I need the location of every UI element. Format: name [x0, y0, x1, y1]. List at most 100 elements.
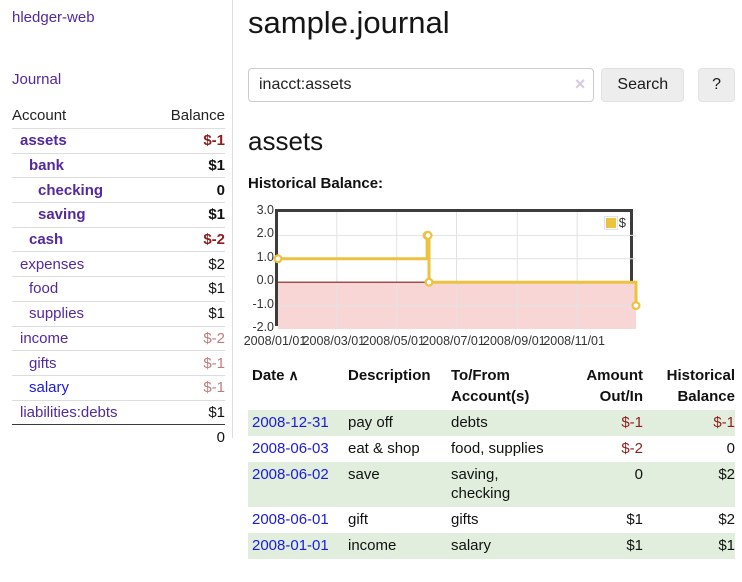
y-tick-label: 1.0 — [256, 249, 274, 264]
register-row: 2008-06-03 eat & shop food, supplies $-2 0 — [248, 436, 735, 462]
x-tick-label: 2008/03/01 — [302, 334, 366, 348]
account-link[interactable]: food — [29, 280, 59, 298]
amount-cell: $1 — [626, 537, 643, 554]
amount-cell: 0 — [634, 466, 643, 483]
register-table: Date ∧ Description To/From Account(s) Amo… — [248, 363, 735, 559]
x-tick-label: 2008/05/01 — [362, 334, 425, 348]
search-input[interactable] — [248, 68, 595, 102]
account-link[interactable]: bank — [29, 157, 65, 175]
x-tick-label: 2008/11/01 — [543, 334, 605, 348]
data-point[interactable] — [273, 254, 283, 264]
balance-cell: $2 — [718, 466, 735, 483]
description-cell: income — [348, 537, 397, 554]
sidebar: hledger-web Journal Account Balance asse… — [0, 0, 233, 446]
account-link[interactable]: cash — [29, 231, 64, 249]
chart-plot-area[interactable]: $ — [273, 209, 641, 329]
register-header-amount: Amount Out/In — [586, 367, 643, 405]
y-tick-label: -2.0 — [252, 320, 274, 334]
account-row: liabilities:debts $1 — [12, 399, 225, 425]
sort-ascending-icon[interactable]: ∧ — [288, 367, 299, 383]
balance-cell: 0 — [726, 440, 735, 457]
amount-cell: $-1 — [621, 414, 643, 431]
account-link[interactable]: checking — [38, 181, 104, 199]
account-row: bank $1 — [12, 152, 225, 178]
search-button[interactable]: Search — [601, 68, 685, 102]
account-link[interactable]: saving — [38, 206, 86, 224]
app-title-link[interactable]: hledger-web — [12, 9, 95, 26]
amount-cell: $1 — [626, 511, 643, 528]
account-balance: $-1 — [203, 354, 225, 372]
register-date-link[interactable]: 2008-06-03 — [252, 440, 329, 457]
description-cell: gift — [348, 511, 369, 528]
data-point[interactable] — [423, 230, 433, 240]
accounts-cell: food, supplies — [451, 440, 544, 457]
accounts-cell: salary — [451, 537, 492, 554]
register-header-accounts: To/From Account(s) — [451, 367, 530, 405]
account-row: gifts $-1 — [12, 350, 225, 375]
accounts-cell: debts — [451, 414, 488, 431]
y-tick-label: 3.0 — [256, 203, 274, 217]
register-header-description: Description — [348, 367, 431, 384]
account-balance: $1 — [208, 403, 225, 421]
account-balance: $2 — [208, 255, 225, 273]
account-row: cash $-2 — [12, 226, 225, 252]
register-header-row: Date ∧ Description To/From Account(s) Amo… — [248, 363, 735, 410]
account-balance: $-1 — [203, 132, 225, 150]
register-date-link[interactable]: 2008-01-01 — [252, 537, 329, 554]
amount-cell: $-2 — [621, 440, 643, 457]
account-row: income $-2 — [12, 325, 225, 351]
account-row: salary $-1 — [12, 374, 225, 400]
search-form: × Search ? — [248, 68, 735, 102]
register-row: 2008-06-01 gift gifts $1 $2 — [248, 507, 735, 533]
account-link[interactable]: salary — [29, 379, 70, 397]
data-point[interactable] — [424, 277, 434, 287]
x-tick-label: 2008/09/01 — [483, 334, 546, 348]
account-balance: $-2 — [203, 329, 225, 347]
register-header-date[interactable]: Date ∧ — [252, 367, 299, 384]
clear-search-icon[interactable]: × — [574, 74, 586, 94]
register-date-link[interactable]: 2008-12-31 — [252, 414, 329, 431]
chart-canvas[interactable] — [273, 212, 641, 329]
register-date-link[interactable]: 2008-06-01 — [252, 511, 329, 528]
register-date-link[interactable]: 2008-06-02 — [252, 466, 329, 483]
description-cell: eat & shop — [348, 440, 420, 457]
description-cell: pay off — [348, 414, 393, 431]
account-balance: $-1 — [203, 379, 225, 397]
x-tick-label: 2008/07/01 — [422, 334, 485, 348]
accounts-cell: saving, checking — [451, 466, 511, 502]
balance-cell: $1 — [718, 537, 735, 554]
legend-swatch-icon — [604, 216, 617, 229]
account-balance: $-2 — [203, 231, 225, 249]
account-balance: $1 — [208, 305, 225, 323]
help-button[interactable]: ? — [698, 68, 735, 102]
chart-legend: $ — [604, 215, 626, 230]
y-tick-label: -1.0 — [252, 296, 274, 311]
account-link[interactable]: assets — [20, 132, 67, 150]
account-link[interactable]: income — [20, 329, 69, 347]
accounts-total-value: 0 — [216, 428, 225, 446]
account-link[interactable]: gifts — [29, 354, 57, 372]
account-row: food $1 — [12, 276, 225, 301]
accounts-rows: assets $-1 bank $1 checking 0 saving $1 cash $-2 e… — [12, 128, 225, 424]
accounts-total-row: 0 — [12, 424, 225, 449]
sidebar-item-journal[interactable]: Journal — [12, 71, 62, 88]
chart-title: Historical Balance: — [248, 175, 384, 192]
account-link[interactable]: expenses — [20, 255, 85, 273]
data-point[interactable] — [631, 301, 641, 311]
account-link[interactable]: liabilities:debts — [20, 403, 118, 421]
account-link[interactable]: supplies — [29, 305, 85, 323]
main-content: sample.journal × Search ? assets Histori… — [244, 0, 735, 559]
x-tick-label: 2008/01/01 — [243, 334, 307, 348]
account-balance: $1 — [208, 157, 225, 175]
account-row: supplies $1 — [12, 300, 225, 326]
legend-series-label: $ — [618, 215, 626, 230]
y-tick-label: 2.0 — [256, 226, 274, 241]
account-row: saving $1 — [12, 202, 225, 227]
accounts-header-balance: Balance — [170, 107, 225, 124]
account-balance: $1 — [208, 206, 225, 224]
account-row: expenses $2 — [12, 251, 225, 276]
register-header-balance: Historical Balance — [666, 367, 735, 405]
accounts-header-account: Account — [12, 107, 67, 124]
balance-chart: 3.0 2.0 1.0 0.0 -1.0 -2.0 $ 2008/01/01 2008/03… — [244, 202, 735, 354]
y-tick-label: 0.0 — [256, 273, 274, 288]
